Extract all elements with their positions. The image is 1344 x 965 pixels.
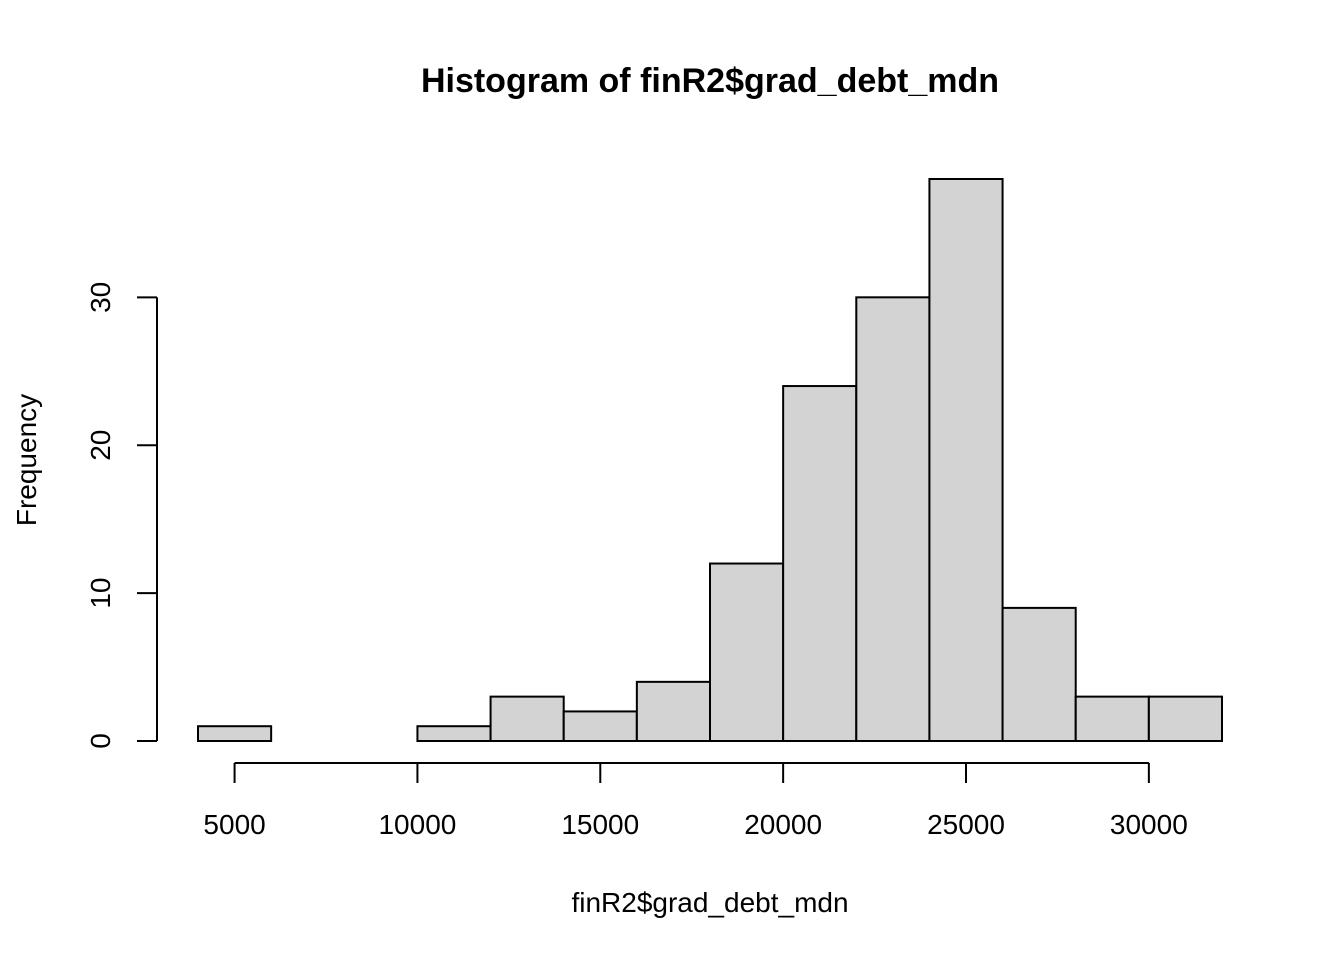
histogram-bar-0 — [197, 725, 273, 742]
y-tick-label-0: 0 — [85, 733, 116, 749]
chart-title: Histogram of finR2$grad_debt_mdn — [421, 62, 999, 100]
histogram-bar-5 — [562, 710, 638, 743]
x-tick-label-3: 20000 — [744, 809, 822, 840]
histogram-bar-13 — [1147, 695, 1224, 743]
x-tick-label-5: 30000 — [1110, 809, 1188, 840]
histogram-bar-8 — [782, 385, 858, 742]
y-tick-label-3: 30 — [85, 282, 116, 313]
y-tick-label-1: 10 — [85, 578, 116, 609]
bars-group — [197, 178, 1224, 743]
y-tick-label-2: 20 — [85, 430, 116, 461]
histogram-bar-4 — [489, 695, 565, 743]
x-tick-label-4: 25000 — [927, 809, 1005, 840]
x-tick-label-0: 5000 — [203, 809, 265, 840]
y-axis: 0 10 20 30 — [85, 282, 158, 749]
histogram-bar-3 — [416, 725, 492, 742]
histogram-bar-9 — [855, 296, 931, 742]
histogram-bar-10 — [928, 178, 1004, 742]
x-axis: 5000 10000 15000 20000 25000 30000 — [203, 762, 1188, 840]
x-axis-label: finR2$grad_debt_mdn — [571, 887, 848, 918]
histogram-bar-6 — [635, 680, 711, 742]
histogram-bar-11 — [1001, 606, 1077, 742]
x-tick-label-2: 15000 — [561, 809, 639, 840]
histogram-bar-12 — [1074, 695, 1150, 743]
histogram-bar-7 — [709, 562, 785, 742]
x-tick-label-1: 10000 — [378, 809, 456, 840]
y-axis-label: Frequency — [11, 394, 42, 526]
